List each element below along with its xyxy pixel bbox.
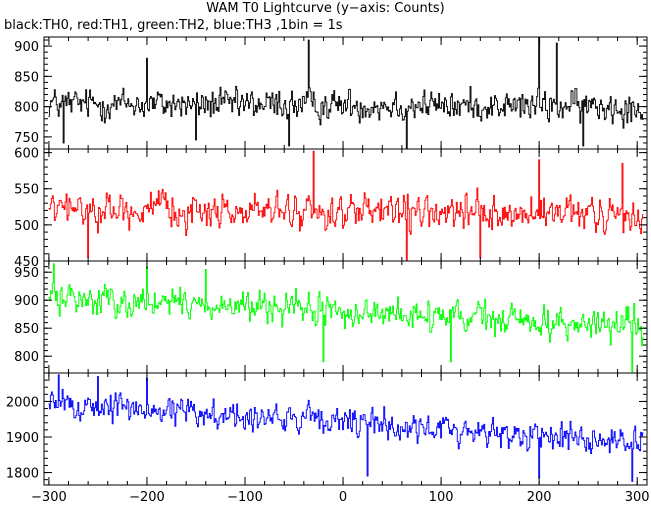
- y-tick-label: 850: [14, 70, 39, 85]
- panel-frame-th3: [43, 372, 648, 486]
- chart-subtitle: black:TH0, red:TH1, green:TH2, blue:TH3 …: [4, 18, 343, 33]
- y-tick-label: 900: [14, 294, 39, 309]
- x-tick-label: −300: [31, 490, 67, 505]
- chart-title: WAM T0 Lightcurve (y−axis: Counts): [206, 1, 445, 16]
- y-tick-label: 600: [14, 147, 39, 162]
- y-tick-label: 750: [14, 131, 39, 146]
- y-tick-label: 1900: [6, 431, 39, 446]
- y-tick-label: 950: [14, 266, 39, 281]
- y-tick-label: 450: [14, 255, 39, 270]
- y-tick-label: 2000: [6, 395, 39, 410]
- x-tick-label: 200: [527, 490, 552, 505]
- series-line-th2: [48, 263, 644, 373]
- y-tick-label: 1800: [6, 467, 39, 482]
- x-tick-label: −100: [227, 490, 263, 505]
- series-line-th1: [48, 150, 644, 261]
- series-line-th0: [48, 37, 644, 149]
- x-tick-label: 300: [625, 490, 650, 505]
- series-line-th3: [48, 374, 644, 482]
- x-tick-label: 100: [429, 490, 454, 505]
- x-tick-label: 0: [339, 490, 347, 505]
- y-tick-label: 850: [14, 322, 39, 337]
- x-tick-label: −200: [129, 490, 165, 505]
- y-tick-label: 800: [14, 350, 39, 365]
- y-tick-label: 900: [14, 40, 39, 55]
- y-tick-label: 550: [14, 183, 39, 198]
- y-tick-label: 500: [14, 219, 39, 234]
- y-tick-label: 800: [14, 101, 39, 116]
